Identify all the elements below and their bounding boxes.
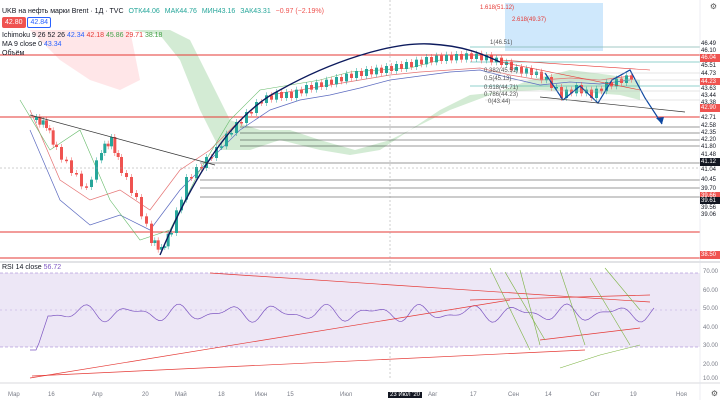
rsi-axis-label: 40.00 — [702, 325, 718, 331]
open-value: ОТК44.06 — [128, 8, 160, 15]
fib-label: 1(46.51) — [490, 40, 513, 46]
ichimoku-label: Ichimoku 9 26 52 26 — [2, 32, 66, 39]
high-value: МАК44.76 — [164, 8, 197, 15]
buy-price-pill[interactable]: 42.84 — [27, 17, 52, 28]
ichimoku-value: 29.71 — [125, 32, 143, 39]
date-axis-label: Ноя — [676, 392, 687, 398]
price-axis-label: 45.51 — [700, 62, 720, 70]
price-axis-label: 46.04 — [700, 54, 720, 62]
rsi-label: RSI 14 close — [2, 264, 42, 271]
sell-price-pill[interactable]: 42.80 — [2, 17, 26, 28]
price-axis-label: 42.35 — [700, 129, 720, 137]
ichimoku-value: 42.34 — [67, 32, 85, 39]
fib-label: 0.5(45.13) — [484, 76, 512, 82]
ma-value: 43.34 — [44, 41, 62, 48]
toolbar-icons: ⚙ — [705, 2, 718, 11]
ichimoku-legend[interactable]: Ichimoku 9 26 52 26 42.34 42.18 45.86 29… — [2, 31, 162, 40]
date-axis-label: Авг — [428, 392, 438, 398]
price-axis-label: 39.70 — [700, 185, 720, 193]
price-axis-label: 44.73 — [700, 70, 720, 78]
date-axis-label: 14 — [545, 392, 552, 398]
price-axis-label: 39.61 — [700, 197, 720, 205]
ichimoku-value: 42.18 — [86, 32, 105, 39]
date-axis-label: 23 Июл '20 — [388, 392, 423, 398]
ma-label: MA 9 close 0 — [2, 41, 43, 48]
fib-label: 0(43.44) — [488, 99, 511, 105]
date-axis-label: 15 — [287, 392, 294, 398]
rsi-axis-label: 70.00 — [702, 269, 718, 275]
ichimoku-value: 45.86 — [105, 32, 124, 39]
price-axis-label: 46.49 — [700, 40, 720, 48]
price-axis-label: 39.06 — [700, 211, 720, 219]
price-axis-label: 41.04 — [700, 166, 720, 174]
date-axis-label: Июн — [255, 392, 268, 398]
low-value: МИН43.16 — [201, 8, 236, 15]
date-axis-label: Апр — [92, 392, 103, 398]
price-axis-label: 43.63 — [700, 85, 720, 93]
volume-label: Объём — [2, 50, 25, 57]
date-axis-label: 19 — [630, 392, 637, 398]
volume-legend[interactable]: Объём — [2, 49, 24, 58]
fib-label: 0.618(44.71) — [484, 85, 519, 91]
price-axis-label: 39.66 — [700, 192, 720, 200]
price-axis-label: 42.58 — [700, 122, 720, 130]
rsi-axis-label: 60.00 — [702, 288, 718, 294]
rsi-axis-label: 10.00 — [702, 376, 718, 382]
price-axis-label: 40.45 — [700, 176, 720, 184]
date-axis-label: 20 — [142, 392, 149, 398]
rsi-axis-label: 50.00 — [702, 306, 718, 312]
fib-label: 0.382(45.51) — [484, 68, 519, 74]
settings-icon[interactable]: ⚙ — [710, 389, 718, 398]
price-axis-label: 43.44 — [700, 92, 720, 100]
rsi-value: 56.72 — [43, 264, 62, 271]
price-axis-label: 41.80 — [700, 143, 720, 151]
symbol-header: UKB на нефть марки Brent · 1Д · TVC ОТК4… — [2, 7, 327, 16]
close-value: ЗАК43.31 — [240, 8, 271, 15]
fib-label: 0.786(44.23) — [484, 92, 519, 98]
ichimoku-value: 38.18 — [144, 32, 163, 39]
price-axis-label: 42.90 — [700, 104, 720, 112]
price-axis-label: 41.48 — [700, 151, 720, 159]
date-axis-label: Май — [175, 392, 187, 398]
date-axis-label: Окт — [590, 392, 601, 398]
date-axis-label: Июл — [340, 392, 353, 398]
price-axis-label: 42.71 — [700, 114, 720, 122]
price-axis-label: 42.20 — [700, 136, 720, 144]
price-pills: 42.80 42.84 — [2, 17, 52, 28]
rsi-axis-label: 20.00 — [702, 362, 718, 368]
fib-label: 1.618(51.12) — [480, 5, 515, 11]
price-axis-label: 46.10 — [700, 47, 720, 55]
date-axis-label: Сен — [508, 392, 519, 398]
price-axis-label: 41.12 — [700, 158, 720, 166]
date-axis-label: 18 — [218, 392, 225, 398]
date-axis-label: 16 — [48, 392, 55, 398]
rsi-axis-label: 30.00 — [702, 343, 718, 349]
fib-label: 2.618(49.37) — [512, 17, 547, 23]
price-axis-label: 38.50 — [700, 251, 720, 259]
ma-legend[interactable]: MA 9 close 0 43.34 — [2, 40, 62, 49]
settings-icon[interactable]: ⚙ — [709, 2, 718, 11]
date-axis-label: Мар — [8, 392, 20, 398]
date-axis-label: 17 — [470, 392, 477, 398]
price-axis-label: 43.38 — [700, 99, 720, 107]
price-axis-label: 39.56 — [700, 204, 720, 212]
change-value: −0.97 (−2.19%) — [275, 8, 324, 15]
symbol-title[interactable]: UKB на нефть марки Brent · 1Д · TVC — [2, 8, 124, 15]
price-axis-label: 44.23 — [700, 78, 720, 86]
rsi-legend[interactable]: RSI 14 close 56.72 — [2, 263, 61, 272]
